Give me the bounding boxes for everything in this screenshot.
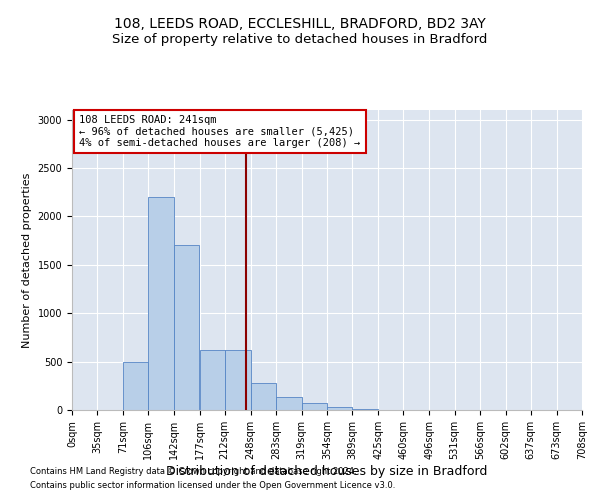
Bar	[302, 403, 327, 410]
Bar	[199, 350, 225, 410]
X-axis label: Distribution of detached houses by size in Bradford: Distribution of detached houses by size …	[166, 464, 488, 477]
Y-axis label: Number of detached properties: Number of detached properties	[22, 172, 32, 348]
Text: Contains HM Land Registry data © Crown copyright and database right 2024.: Contains HM Land Registry data © Crown c…	[30, 467, 356, 476]
Bar	[123, 362, 148, 410]
Text: 108 LEEDS ROAD: 241sqm
← 96% of detached houses are smaller (5,425)
4% of semi-d: 108 LEEDS ROAD: 241sqm ← 96% of detached…	[79, 115, 361, 148]
Bar	[251, 383, 276, 410]
Bar	[327, 407, 352, 410]
Bar	[148, 197, 174, 410]
Text: Size of property relative to detached houses in Bradford: Size of property relative to detached ho…	[112, 32, 488, 46]
Bar	[276, 398, 302, 410]
Bar	[225, 350, 251, 410]
Text: 108, LEEDS ROAD, ECCLESHILL, BRADFORD, BD2 3AY: 108, LEEDS ROAD, ECCLESHILL, BRADFORD, B…	[114, 18, 486, 32]
Bar	[174, 246, 199, 410]
Bar	[352, 409, 378, 410]
Text: Contains public sector information licensed under the Open Government Licence v3: Contains public sector information licen…	[30, 481, 395, 490]
